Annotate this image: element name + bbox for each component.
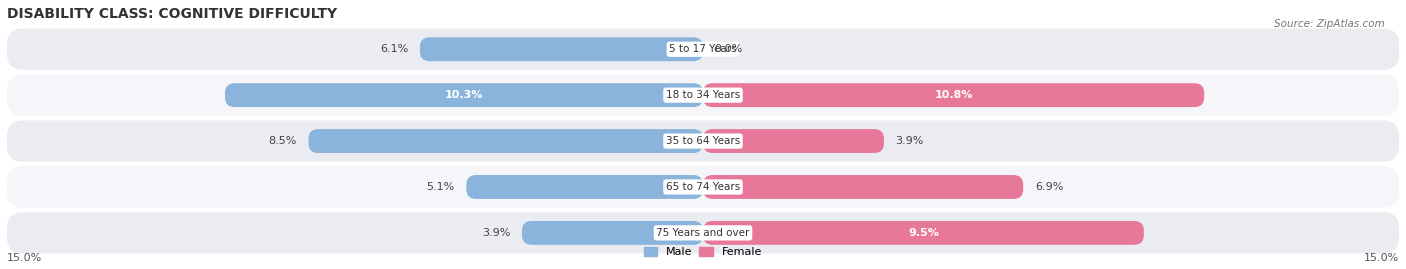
Text: 35 to 64 Years: 35 to 64 Years	[666, 136, 740, 146]
Text: 65 to 74 Years: 65 to 74 Years	[666, 182, 740, 192]
FancyBboxPatch shape	[703, 83, 1204, 107]
Text: 3.9%: 3.9%	[482, 228, 510, 238]
Text: 75 Years and over: 75 Years and over	[657, 228, 749, 238]
Text: 5 to 17 Years: 5 to 17 Years	[669, 44, 737, 54]
Text: Source: ZipAtlas.com: Source: ZipAtlas.com	[1274, 19, 1385, 29]
Text: 10.3%: 10.3%	[444, 90, 484, 100]
FancyBboxPatch shape	[7, 29, 1399, 70]
Text: 18 to 34 Years: 18 to 34 Years	[666, 90, 740, 100]
Text: 0.0%: 0.0%	[714, 44, 742, 54]
Text: 8.5%: 8.5%	[269, 136, 297, 146]
Legend: Male, Female: Male, Female	[640, 243, 766, 262]
FancyBboxPatch shape	[703, 129, 884, 153]
FancyBboxPatch shape	[7, 121, 1399, 162]
FancyBboxPatch shape	[7, 212, 1399, 254]
Text: 6.9%: 6.9%	[1035, 182, 1063, 192]
Text: 15.0%: 15.0%	[7, 253, 42, 263]
FancyBboxPatch shape	[522, 221, 703, 245]
FancyBboxPatch shape	[703, 221, 1144, 245]
Text: 5.1%: 5.1%	[426, 182, 454, 192]
Text: DISABILITY CLASS: COGNITIVE DIFFICULTY: DISABILITY CLASS: COGNITIVE DIFFICULTY	[7, 7, 337, 21]
Text: 3.9%: 3.9%	[896, 136, 924, 146]
FancyBboxPatch shape	[225, 83, 703, 107]
FancyBboxPatch shape	[703, 175, 1024, 199]
FancyBboxPatch shape	[420, 37, 703, 61]
FancyBboxPatch shape	[7, 166, 1399, 208]
Text: 6.1%: 6.1%	[380, 44, 408, 54]
FancyBboxPatch shape	[467, 175, 703, 199]
Text: 15.0%: 15.0%	[1364, 253, 1399, 263]
FancyBboxPatch shape	[308, 129, 703, 153]
FancyBboxPatch shape	[7, 75, 1399, 116]
Text: 9.5%: 9.5%	[908, 228, 939, 238]
Text: 10.8%: 10.8%	[935, 90, 973, 100]
